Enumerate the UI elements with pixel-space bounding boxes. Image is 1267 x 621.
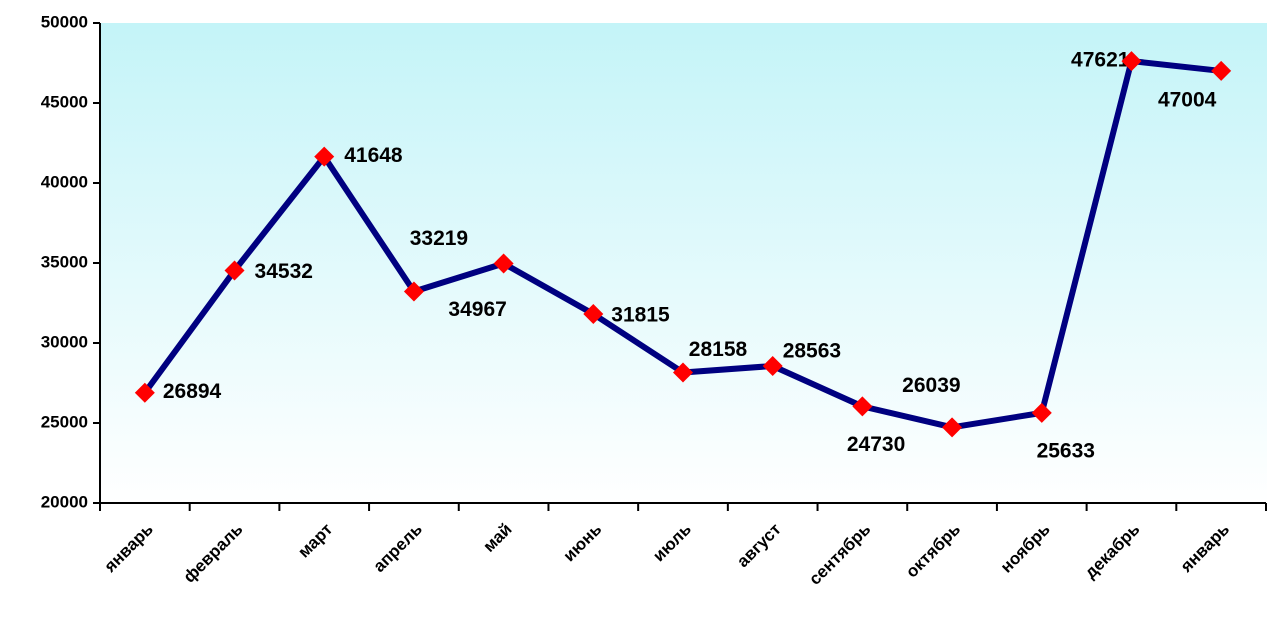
data-label: 28563 <box>783 340 841 363</box>
data-label: 34532 <box>255 260 313 283</box>
data-marker <box>314 146 335 167</box>
data-label: 26039 <box>902 374 960 397</box>
x-tick-label: сентябрь <box>805 520 874 589</box>
data-marker <box>493 253 514 274</box>
data-label: 47621 <box>1071 49 1130 72</box>
x-tick-label: октябрь <box>902 520 964 582</box>
y-tick-label: 20000 <box>41 492 88 511</box>
data-label: 33219 <box>410 227 468 250</box>
y-tick-label: 45000 <box>41 92 88 111</box>
data-marker <box>942 417 963 438</box>
data-label: 25633 <box>1037 439 1095 462</box>
x-tick-label: ноябрь <box>997 520 1054 577</box>
data-label: 28158 <box>689 338 748 361</box>
data-marker <box>1211 60 1232 81</box>
x-tick-label: май <box>479 520 515 556</box>
data-label: 47004 <box>1158 88 1217 111</box>
data-marker <box>762 355 783 376</box>
x-tick-label: март <box>294 520 336 562</box>
plot-area <box>100 23 1267 503</box>
y-tick-label: 25000 <box>41 412 88 431</box>
data-marker <box>583 303 604 324</box>
x-tick-label: апрель <box>369 520 425 576</box>
x-tick-label: август <box>733 520 784 571</box>
data-label: 31815 <box>611 304 670 327</box>
data-marker <box>1031 402 1052 423</box>
x-tick-label: февраль <box>180 520 247 587</box>
x-tick-label: декабрь <box>1081 520 1144 583</box>
data-marker <box>852 396 873 417</box>
data-label: 24730 <box>847 433 905 456</box>
x-tick-label: июль <box>649 520 695 566</box>
data-marker <box>1121 51 1142 72</box>
data-label: 41648 <box>344 144 403 167</box>
x-tick-label: январь <box>1176 520 1233 577</box>
data-marker <box>403 281 424 302</box>
x-tick-label: январь <box>100 520 157 577</box>
data-label: 26894 <box>163 380 222 403</box>
y-tick-label: 35000 <box>41 252 88 271</box>
x-tick-label: июнь <box>560 520 606 566</box>
data-marker <box>673 362 693 383</box>
data-marker <box>134 382 155 403</box>
data-marker <box>224 260 245 281</box>
y-tick-label: 40000 <box>41 172 88 191</box>
y-tick-label: 50000 <box>41 12 88 31</box>
y-tick-label: 30000 <box>41 332 88 351</box>
data-label: 34967 <box>448 298 506 321</box>
